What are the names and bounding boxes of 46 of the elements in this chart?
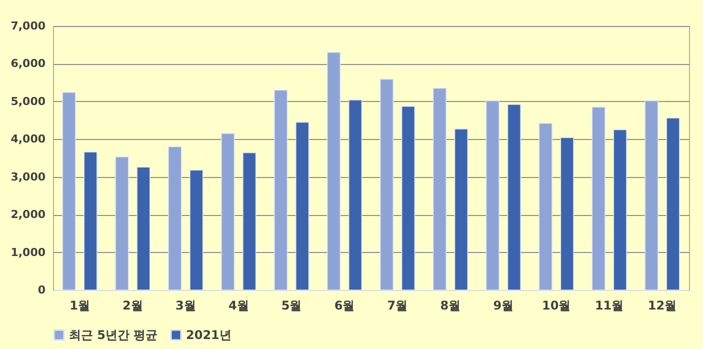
bar (560, 137, 574, 290)
y-tick-label: 5,000 (10, 94, 46, 108)
bar (613, 129, 627, 290)
x-tick-label: 4월 (228, 298, 249, 312)
bar (115, 156, 129, 290)
bar (221, 133, 235, 290)
x-tick-label: 8월 (440, 298, 461, 312)
x-tick-label: 11월 (594, 298, 624, 312)
bar (274, 90, 288, 290)
y-tick-label: 3,000 (10, 170, 46, 184)
bar (666, 118, 680, 290)
x-tick-label: 10월 (542, 298, 571, 312)
y-tick-label: 6,000 (10, 57, 46, 70)
x-tick-label: 9월 (493, 298, 514, 312)
bar (486, 100, 500, 290)
x-tick-label: 1월 (70, 298, 90, 312)
bar (84, 152, 98, 290)
bar (326, 52, 341, 290)
bar (454, 128, 468, 290)
y-tick-label: 0 (38, 284, 46, 296)
bar (380, 78, 394, 290)
bar (644, 100, 658, 290)
bar (62, 92, 76, 290)
x-tick-label: 5월 (281, 298, 302, 312)
bar (295, 122, 310, 290)
x-tick-label: 6월 (334, 298, 355, 312)
bar (507, 104, 521, 290)
x-tick-label: 3월 (175, 298, 196, 312)
x-tick-label: 7월 (387, 298, 408, 312)
legend-label: 2021년 (186, 328, 232, 342)
x-tick-label: 12월 (648, 298, 677, 312)
y-tick-label: 2,000 (10, 208, 46, 222)
y-tick-label: 4,000 (10, 132, 46, 146)
bar (136, 166, 150, 290)
y-tick-label: 7,000 (10, 20, 46, 32)
legend-label: 최근 5년간 평균 (69, 328, 158, 342)
bar (432, 88, 447, 290)
bar (348, 100, 362, 290)
y-tick-label: 1,000 (10, 246, 46, 259)
bar (190, 170, 204, 290)
bar (592, 106, 606, 290)
bar (538, 122, 552, 290)
x-tick-label: 2월 (122, 298, 143, 312)
bar (168, 146, 182, 290)
bar (242, 152, 256, 290)
bar (401, 106, 416, 290)
